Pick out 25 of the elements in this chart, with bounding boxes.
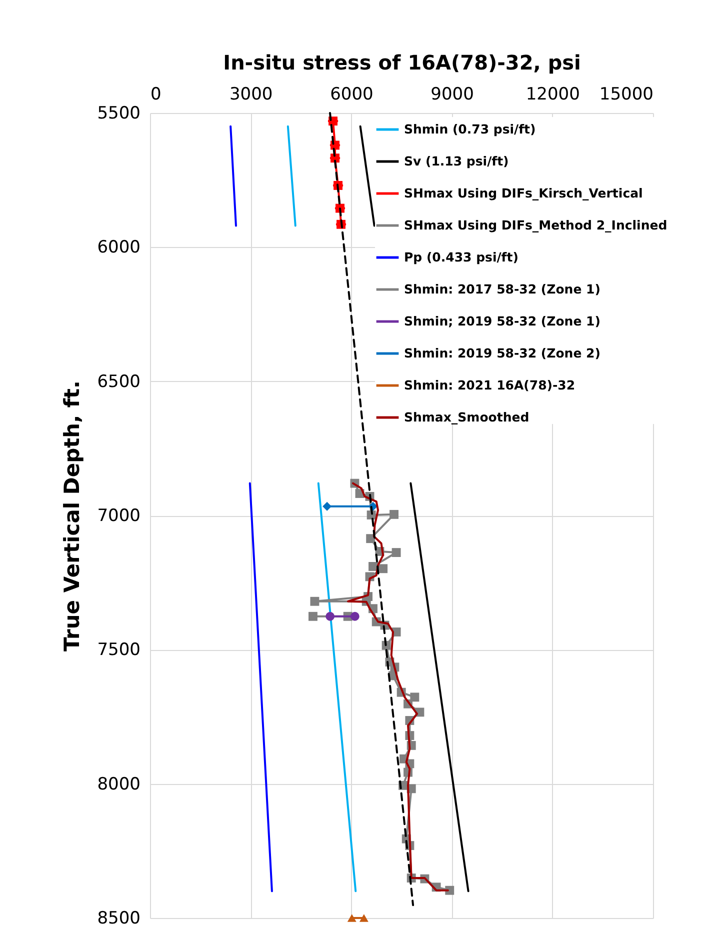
x-tick-label: 9000 <box>430 84 474 104</box>
x-tick-label: 12000 <box>526 84 580 104</box>
y-axis-title: True Vertical Depth, ft. <box>60 380 84 652</box>
y-tick-label: 8500 <box>97 908 140 928</box>
legend-label: Sv (1.13 psi/ft) <box>404 154 509 168</box>
x-axis-title: In-situ stress of 16A(78)-32, psi <box>223 50 581 74</box>
legend-label: Shmin: 2019 58-32 (Zone 2) <box>404 346 600 360</box>
legend-label: SHmax Using DIFs_Kirsch_Vertical <box>404 186 643 200</box>
legend-label: Shmin: 2017 58-32 (Zone 1) <box>404 282 600 296</box>
x-tick-label: 6000 <box>330 84 374 104</box>
y-tick-label: 6000 <box>97 238 140 258</box>
y-tick-label: 7000 <box>97 506 140 526</box>
legend-label: Shmin: 2021 16A(78)-32 <box>404 378 576 392</box>
y-tick-label: 5500 <box>97 104 140 124</box>
x-tick-label: 15000 <box>599 84 654 104</box>
legend-label: SHmax Using DIFs_Method 2_Inclined <box>404 218 668 232</box>
y-tick-label: 8000 <box>97 774 140 794</box>
x-tick-label: 3000 <box>229 84 273 104</box>
legend-label: Shmax_Smoothed <box>404 410 530 424</box>
legend-label: Shmin; 2019 58-32 (Zone 1) <box>404 314 600 328</box>
y-tick-label: 6500 <box>97 372 140 392</box>
y-tick-label: 7500 <box>97 640 140 660</box>
legend-label: Shmin (0.73 psi/ft) <box>404 122 536 136</box>
legend-label: Pp (0.433 psi/ft) <box>404 250 518 264</box>
x-tick-label: 0 <box>150 84 162 104</box>
